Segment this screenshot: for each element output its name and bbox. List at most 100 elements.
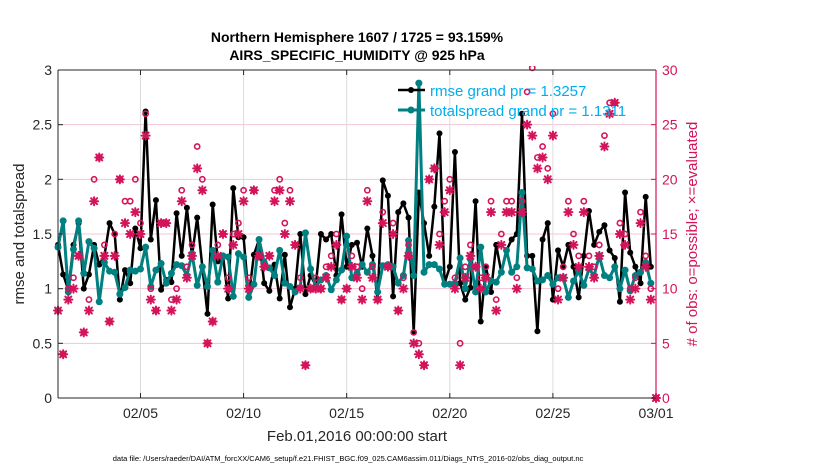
rmse-point <box>426 252 433 259</box>
asterisk-stroke <box>198 186 207 195</box>
asterisk-stroke <box>115 175 124 184</box>
totalspread-point <box>90 244 98 252</box>
evaluated-obs-point <box>99 250 110 261</box>
asterisk-stroke <box>554 295 563 304</box>
asterisk-stroke <box>615 230 624 238</box>
rmse-point <box>544 220 551 227</box>
possible-obs-point <box>173 285 180 293</box>
possible-obs-point <box>399 274 407 282</box>
asterisk-stroke <box>110 251 119 260</box>
possible-obs-point <box>358 285 366 293</box>
asterisk-stroke <box>249 186 258 195</box>
asterisk-stroke <box>600 142 609 151</box>
evaluated-obs-point <box>83 305 94 316</box>
asterisk-stroke <box>590 273 599 282</box>
asterisk-stroke <box>507 208 516 217</box>
evaluated-obs-point <box>398 283 409 294</box>
possible-obs-point <box>518 197 526 205</box>
possible-obs-point <box>539 143 546 150</box>
rmse-point <box>348 241 355 248</box>
rmse-point <box>60 271 67 278</box>
rmse-point <box>302 291 309 298</box>
rmse-point <box>477 318 484 325</box>
evaluated-obs-point <box>377 218 388 229</box>
totalspread-point <box>606 274 614 282</box>
possible-obs-point <box>559 263 567 271</box>
x-tick-label: 03/01 <box>638 405 673 421</box>
totalspread-point <box>291 288 299 296</box>
evaluated-obs-point <box>352 272 362 283</box>
possible-obs-point <box>90 175 98 183</box>
possible-obs-point <box>410 328 418 336</box>
asterisk-stroke <box>450 284 459 293</box>
evaluated-obs-point <box>449 283 460 294</box>
asterisk-stroke <box>631 284 640 293</box>
totalspread-point <box>518 188 526 196</box>
evaluated-obs-point <box>300 360 311 371</box>
totalspread-point <box>564 293 572 301</box>
asterisk-stroke <box>172 295 181 304</box>
evaluated-obs-point <box>202 338 213 349</box>
x-axis-label: Feb.01,2016 00:00:00 start <box>267 428 448 445</box>
rmse-point <box>116 296 123 303</box>
totalspread-point <box>162 279 170 287</box>
evaluated-obs-point <box>522 119 533 130</box>
evaluated-obs-point <box>331 239 342 250</box>
y-left-tick-label: 2 <box>44 171 52 187</box>
possible-obs-point <box>240 186 247 194</box>
totalspread-point <box>121 284 129 292</box>
asterisk-stroke <box>234 230 243 238</box>
asterisk-stroke <box>342 284 351 293</box>
rmse-point <box>549 296 556 303</box>
rmse-point <box>152 197 159 204</box>
evaluated-obs-point <box>284 196 295 207</box>
rmse-point <box>168 279 175 286</box>
rmse-point <box>173 210 180 217</box>
evaluated-obs-point <box>491 305 502 316</box>
evaluated-obs-point <box>63 294 74 305</box>
rmse-point <box>364 225 371 232</box>
evaluated-obs-point <box>635 218 646 229</box>
evaluated-obs-point <box>413 349 424 360</box>
possible-obs-point <box>245 274 253 282</box>
rmse-point <box>637 280 644 287</box>
legend-rmse: rmse grand pr = 1.3257 <box>430 83 586 100</box>
asterisk-stroke <box>218 230 227 238</box>
totalspread-point <box>420 268 428 276</box>
evaluated-obs-point <box>120 218 131 229</box>
totalspread-point <box>374 288 382 296</box>
asterisk-stroke <box>420 361 429 370</box>
evaluated-obs-point <box>197 185 208 196</box>
totalspread-point <box>276 246 284 254</box>
possible-obs-point <box>214 241 222 249</box>
possible-obs-point <box>137 219 144 227</box>
evaluated-obs-point <box>429 163 440 174</box>
evaluated-obs-point <box>248 185 259 196</box>
evaluated-obs-point <box>578 207 589 218</box>
evaluated-obs-point <box>403 250 414 261</box>
possible-obs-point <box>487 197 495 205</box>
asterisk-stroke <box>425 175 434 184</box>
evaluated-obs-point <box>553 294 564 305</box>
y-left-tick-label: 0 <box>44 390 52 406</box>
possible-obs-point <box>224 274 232 282</box>
possible-obs-point <box>580 197 588 205</box>
rmse-point <box>555 247 562 254</box>
rmse-point <box>80 285 87 292</box>
rmse-point <box>446 263 453 270</box>
asterisk-stroke <box>105 317 114 326</box>
evaluated-obs-point <box>480 272 491 283</box>
possible-obs-point <box>296 274 304 282</box>
evaluated-obs-point <box>150 305 161 316</box>
asterisk-stroke <box>255 251 264 260</box>
y-left-tick-label: 2.5 <box>33 117 53 133</box>
evaluated-obs-point <box>176 196 187 207</box>
possible-obs-point <box>332 230 340 238</box>
evaluated-obs-point <box>109 250 120 261</box>
possible-obs-point <box>544 164 552 172</box>
asterisk-stroke <box>610 98 619 107</box>
rmse-point <box>122 267 129 274</box>
asterisk-stroke <box>280 230 289 238</box>
evaluated-obs-point <box>563 207 574 218</box>
totalspread-point <box>307 265 315 273</box>
